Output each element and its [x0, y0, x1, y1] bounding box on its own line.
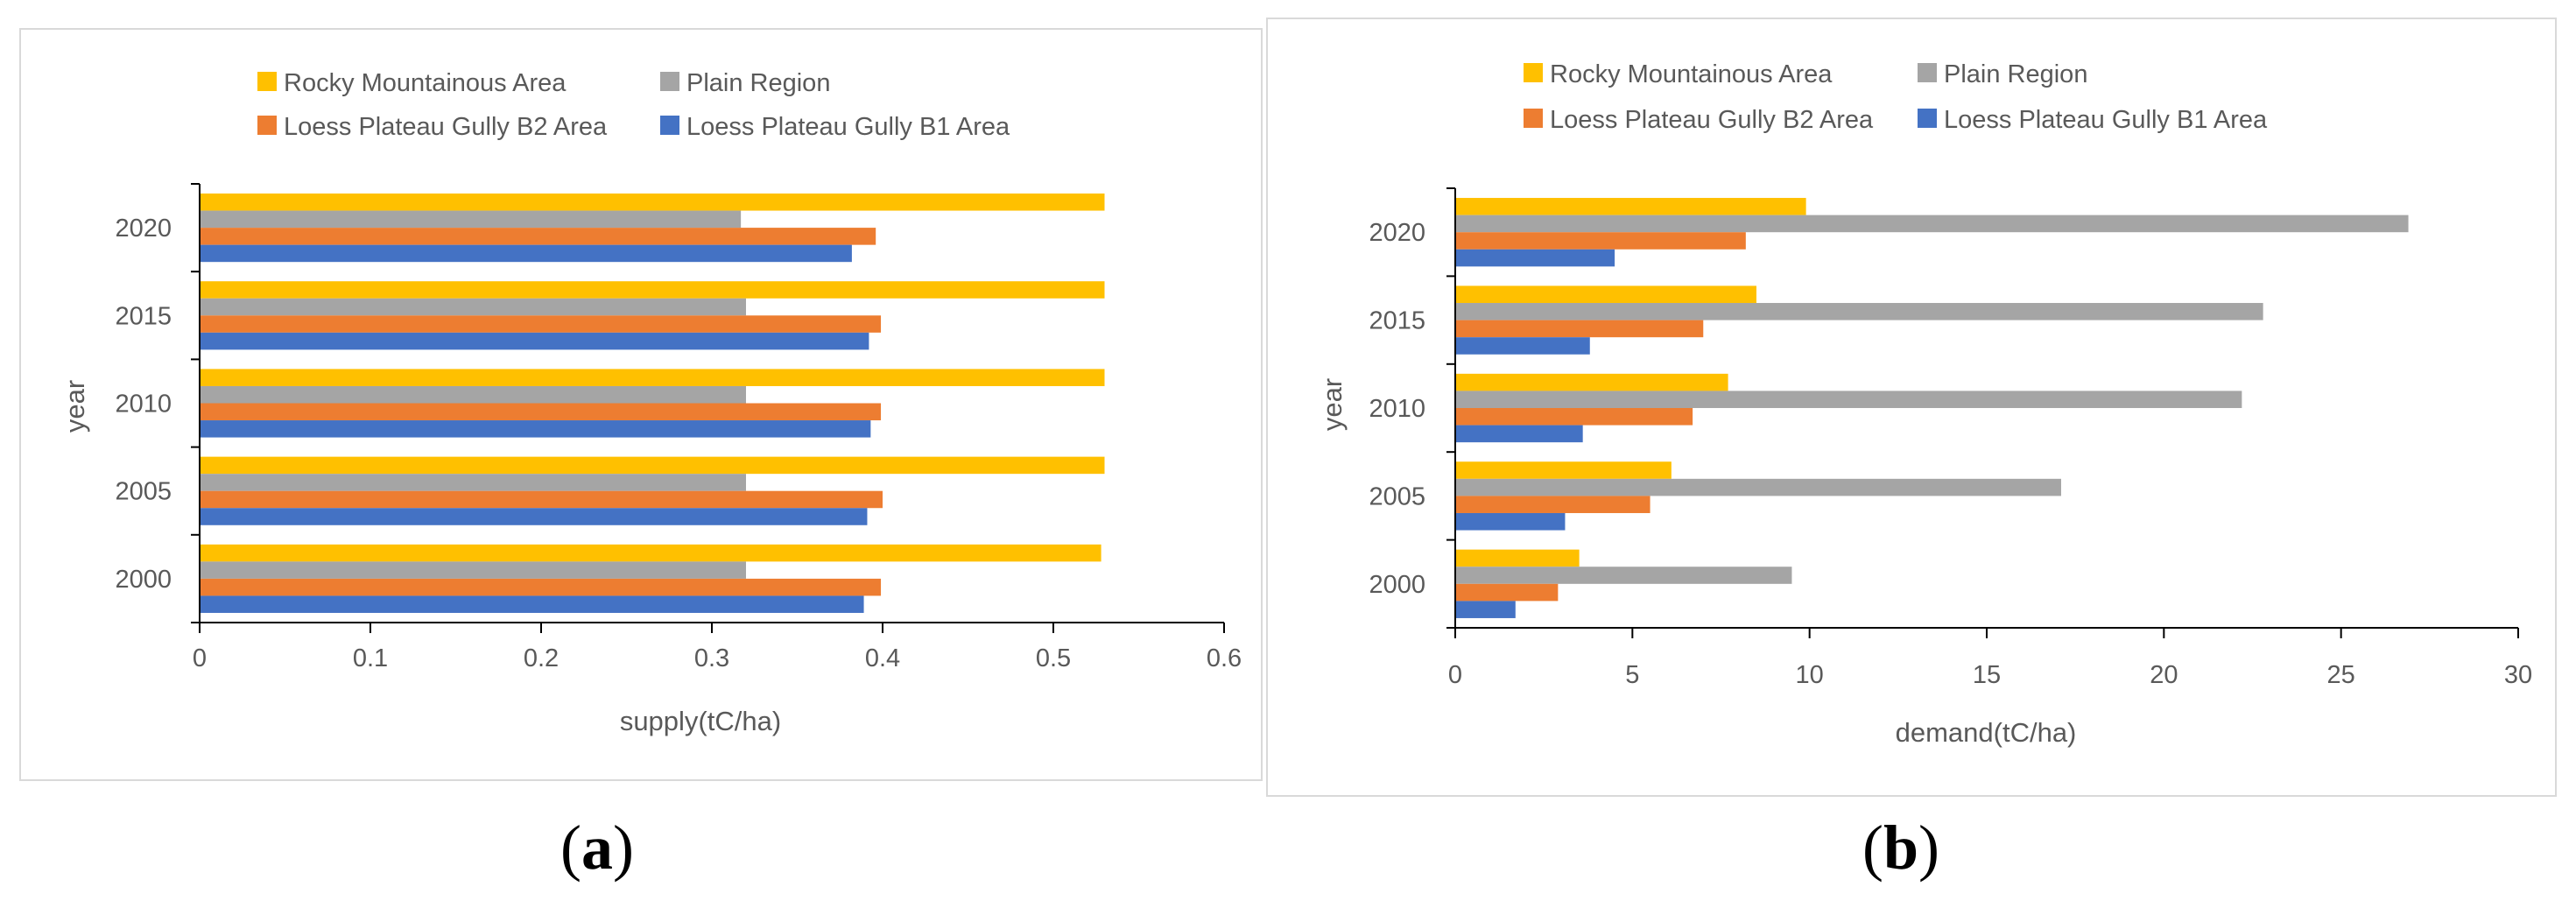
- x-axis-title: supply(tC/ha): [620, 706, 781, 736]
- chart-a-svg: Rocky Mountainous Area Plain Region Loess …: [60, 69, 1242, 736]
- panel-label-b: (b): [1862, 816, 1939, 879]
- bar-plain-2015: [1455, 303, 2263, 320]
- legend-label-b1: Loess Plateau Gully B1 Area: [686, 113, 1010, 141]
- legend-swatch-b1: [660, 116, 679, 135]
- panel-label-b-open: (: [1862, 813, 1883, 883]
- bar-b2-2015: [200, 315, 882, 333]
- chart-b-svg: Rocky Mountainous Area Plain Region Loess …: [1317, 60, 2532, 748]
- x-tick-label: 30: [2504, 661, 2532, 689]
- bar-rocky-2005: [200, 456, 1105, 475]
- bar-rocky-2005: [1455, 461, 1672, 479]
- bar-b1-2005: [200, 508, 868, 525]
- x-tick-label: 15: [1973, 661, 2001, 689]
- x-tick-label: 0.4: [865, 644, 900, 672]
- bar-b2-2000: [1455, 583, 1559, 602]
- bar-b2-2010: [1455, 408, 1693, 426]
- bar-b2-2000: [200, 578, 882, 596]
- bar-rocky-2010: [200, 369, 1105, 386]
- x-tick-label: 0.1: [353, 644, 388, 672]
- y-tick-label-2000: 2000: [1369, 571, 1425, 599]
- legend-swatch-b2: [257, 116, 277, 135]
- legend-swatch-b2: [1524, 109, 1543, 128]
- legend-label-b2: Loess Plateau Gully B2 Area: [1550, 106, 1874, 134]
- legend-swatch-rocky: [1524, 63, 1543, 82]
- bar-b2-2005: [200, 490, 883, 509]
- legend-swatch-plain: [660, 72, 679, 91]
- y-tick-label-2015: 2015: [115, 302, 172, 330]
- panel-label-a-letter: a: [581, 813, 613, 883]
- x-tick-label: 0: [193, 644, 207, 672]
- bar-b1-2020: [200, 244, 852, 263]
- x-tick-label: 0.3: [694, 644, 729, 672]
- bar-b1-2010: [1455, 425, 1583, 443]
- x-tick-label: 0: [1448, 661, 1462, 689]
- x-tick-label: 10: [1796, 661, 1824, 689]
- bar-rocky-2020: [200, 194, 1105, 211]
- y-tick-label-2005: 2005: [115, 478, 172, 506]
- legend-label-plain: Plain Region: [1944, 60, 2087, 88]
- legend-swatch-b1: [1918, 109, 1937, 128]
- y-axis-title: year: [60, 380, 90, 433]
- panel-label-b-letter: b: [1883, 813, 1919, 883]
- bar-plain-2005: [200, 474, 746, 491]
- bar-plain-2005: [1455, 478, 2061, 496]
- x-tick-label: 20: [2150, 661, 2178, 689]
- bar-plain-2010: [200, 385, 746, 404]
- panel-label-a-close: ): [612, 813, 634, 883]
- bar-b2-2005: [1455, 496, 1650, 513]
- bar-rocky-2015: [1455, 285, 1756, 304]
- bar-rocky-2000: [1455, 549, 1580, 567]
- panel-label-a: (a): [560, 816, 634, 879]
- chart-panel-a: Rocky Mountainous Area Plain Region Loess …: [19, 28, 1263, 781]
- bar-b2-2020: [1455, 232, 1746, 250]
- bar-b1-2000: [1455, 601, 1516, 618]
- bar-b1-2015: [200, 332, 869, 350]
- bar-plain-2020: [200, 210, 742, 229]
- bar-plain-2000: [1455, 567, 1792, 584]
- y-tick-label-2020: 2020: [1369, 219, 1425, 247]
- bar-b1-2005: [1455, 512, 1566, 531]
- x-tick-label: 0.6: [1207, 644, 1242, 672]
- x-tick-label: 5: [1625, 661, 1639, 689]
- y-tick-label-2020: 2020: [115, 215, 172, 243]
- bar-b2-2020: [200, 228, 876, 245]
- y-tick-label-2015: 2015: [1369, 307, 1425, 335]
- legend-label-b1: Loess Plateau Gully B1 Area: [1944, 106, 2268, 134]
- y-tick-label-2005: 2005: [1369, 482, 1425, 510]
- bar-b2-2015: [1455, 320, 1704, 338]
- legend-label-rocky: Rocky Mountainous Area: [284, 69, 567, 97]
- legend-swatch-plain: [1918, 63, 1937, 82]
- bar-rocky-2000: [200, 544, 1101, 562]
- bar-b1-2000: [200, 595, 864, 613]
- legend-label-plain: Plain Region: [686, 69, 830, 97]
- chart-panel-b: Rocky Mountainous Area Plain Region Loess …: [1266, 18, 2557, 797]
- bar-plain-2015: [200, 298, 746, 316]
- bar-rocky-2020: [1455, 198, 1806, 215]
- bar-b1-2010: [200, 420, 871, 438]
- bar-b1-2020: [1455, 249, 1615, 267]
- y-axis-title: year: [1317, 378, 1348, 431]
- bar-b1-2015: [1455, 337, 1590, 355]
- legend-swatch-rocky: [257, 72, 277, 91]
- y-tick-label-2000: 2000: [115, 566, 172, 594]
- y-tick-label-2010: 2010: [1369, 395, 1425, 423]
- x-tick-label: 0.2: [524, 644, 559, 672]
- legend-label-b2: Loess Plateau Gully B2 Area: [284, 113, 608, 141]
- bar-plain-2020: [1455, 215, 2409, 233]
- x-tick-label: 25: [2327, 661, 2355, 689]
- bar-plain-2000: [200, 561, 746, 579]
- bar-plain-2010: [1455, 391, 2242, 408]
- bar-rocky-2010: [1455, 373, 1728, 391]
- x-axis-title: demand(tC/ha): [1896, 717, 2077, 748]
- panel-label-a-open: (: [560, 813, 581, 883]
- legend-label-rocky: Rocky Mountainous Area: [1550, 60, 1833, 88]
- y-tick-label-2010: 2010: [115, 391, 172, 419]
- bar-b2-2010: [200, 403, 882, 421]
- panel-label-b-close: ): [1918, 813, 1940, 883]
- bar-rocky-2015: [200, 281, 1105, 299]
- x-tick-label: 0.5: [1036, 644, 1071, 672]
